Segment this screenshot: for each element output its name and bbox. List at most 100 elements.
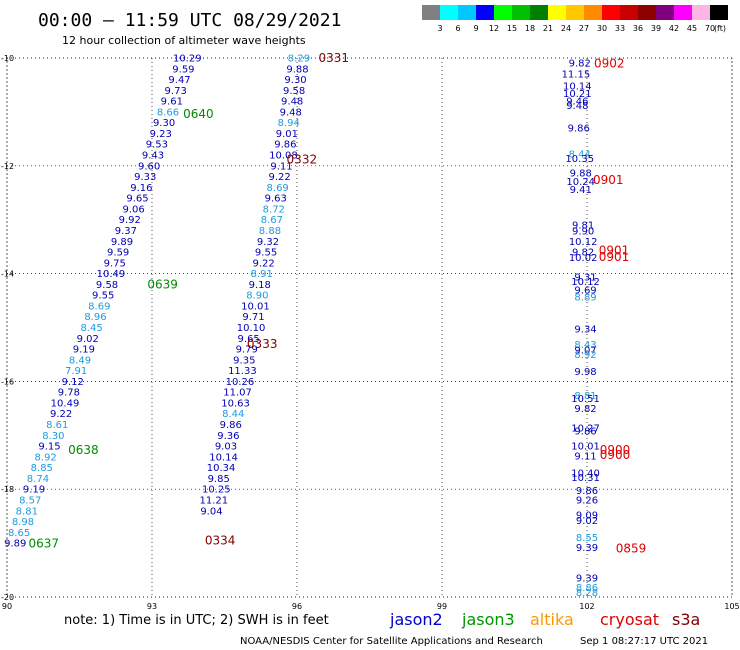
wave-height-label: 10.08: [269, 151, 298, 162]
wave-height-label: 9.09: [576, 511, 598, 522]
wave-height-label: 9.53: [146, 140, 168, 151]
wave-height-label: 9.86: [220, 420, 242, 431]
colorbar: 3 6 9 12 15 18 21 24 27 30 33 36 39 42 45 70(ft): [422, 5, 728, 33]
y-tick-label: -10: [1, 54, 14, 63]
colorbar-swatch: [458, 5, 476, 20]
wave-height-label: 9.31: [574, 272, 596, 283]
wave-height-label: 10.02: [569, 253, 598, 264]
wave-height-label: 9.43: [142, 151, 164, 162]
wave-height-label: 9.11: [574, 451, 596, 462]
wave-height-label: 9.75: [104, 258, 126, 269]
wave-height-label: 8.43: [574, 340, 596, 351]
colorbar-swatch: [638, 5, 656, 20]
colorbar-swatch: [548, 5, 566, 20]
wave-height-label: 9.47: [168, 75, 190, 86]
wave-height-label: 9.88: [570, 168, 592, 179]
wave-height-label: 9.34: [574, 325, 596, 336]
colorbar-tick-label: 18: [525, 24, 535, 33]
wave-height-label: 10.14: [209, 452, 238, 463]
colorbar-tick-label: 6: [455, 24, 460, 33]
colorbar-unit: (ft): [714, 24, 726, 33]
wave-height-label: 8.98: [12, 517, 34, 528]
plot-area: [6, 57, 733, 598]
wave-height-label: 10.01: [241, 301, 270, 312]
wave-height-label: 9.22: [268, 172, 290, 183]
pass-time-label: 0637: [28, 537, 59, 551]
wave-height-label: 10.34: [207, 463, 236, 474]
y-tick-label: -18: [1, 485, 14, 494]
wave-height-label: 9.85: [208, 474, 230, 485]
wave-height-label: 9.23: [150, 129, 172, 140]
note-text: note: 1) Time is in UTC; 2) SWH is in fe…: [64, 613, 329, 628]
chart-title: 00:00 – 11:59 UTC 08/29/2021: [38, 10, 341, 31]
wave-height-label: 9.39: [576, 543, 598, 554]
wave-height-label: 8.30: [42, 431, 64, 442]
pass-time-labels: 0640 0639 0638 0637 0331 0332 0333 0334 0902 0901…: [28, 51, 646, 555]
colorbar-swatch: [476, 5, 494, 20]
colorbar-tick-label: 12: [489, 24, 499, 33]
wave-height-label: 9.01: [276, 129, 298, 140]
pass-time-label: 0638: [68, 443, 99, 457]
wave-height-label: 9.71: [242, 312, 264, 323]
pass-time-label: 0332: [287, 152, 318, 166]
wave-height-label: 9.86: [568, 124, 590, 135]
wave-height-label: 9.04: [200, 506, 222, 517]
wave-height-label: 10.63: [221, 398, 250, 409]
colorbar-swatch: [584, 5, 602, 20]
wave-height-label: 10.35: [565, 154, 594, 165]
y-tick-label: -14: [1, 270, 14, 279]
pass-time-label: 0639: [147, 277, 178, 291]
wave-height-label: 9.82: [569, 58, 591, 69]
wave-height-label: 11.07: [223, 388, 252, 399]
grid-lines: [6, 57, 733, 598]
wave-height-label: 10.51: [571, 394, 600, 405]
wave-height-label: 9.19: [23, 485, 45, 496]
wave-height-values: 10.299.599.479.739.618.669.309.239.539.4…: [4, 54, 600, 600]
wave-height-label: 9.89: [111, 237, 133, 248]
wave-height-label: 10.21: [563, 89, 592, 100]
colorbar-swatch: [674, 5, 692, 20]
colorbar-swatch: [530, 5, 548, 20]
wave-height-label: 9.82: [574, 404, 596, 415]
footer-timestamp: Sep 1 08:27:17 UTC 2021: [580, 636, 708, 647]
wave-height-label: 9.39: [576, 574, 598, 585]
wave-height-label: 8.72: [263, 204, 285, 215]
pass-time-label: 0901: [599, 250, 630, 264]
colorbar-tick-label: 33: [615, 24, 625, 33]
colorbar-tick-label: 39: [651, 24, 661, 33]
wave-height-label: 9.16: [130, 183, 152, 194]
colorbar-tick-label: 30: [597, 24, 607, 33]
wave-height-label: 9.59: [107, 248, 129, 259]
colorbar-tick-label: 9: [473, 24, 478, 33]
pass-time-label: 0640: [183, 107, 214, 121]
colorbar-tick-label: 70: [705, 24, 715, 33]
wave-height-label: 8.55: [576, 533, 598, 544]
wave-height-label: 9.86: [574, 426, 596, 437]
wave-height-label: 9.88: [286, 64, 308, 75]
wave-height-label: 8.29: [288, 54, 310, 65]
pass-time-label: 0902: [594, 56, 625, 70]
pass-time-label: 0859: [616, 541, 647, 555]
legend-item-s3a: s3a: [672, 610, 700, 629]
wave-height-label: 9.58: [96, 280, 118, 291]
colorbar-swatch: [512, 5, 530, 20]
wave-height-label: 9.58: [283, 86, 305, 97]
wave-height-label: 9.89: [4, 539, 26, 550]
wave-height-label: 10.12: [571, 277, 600, 288]
wave-height-label: 8.81: [574, 391, 596, 402]
wave-height-label: 8.49: [69, 355, 91, 366]
wave-height-label: 9.86: [576, 486, 598, 497]
y-tick-label: -20: [1, 593, 14, 602]
wave-height-label: 11.21: [200, 495, 229, 506]
wave-height-label: 9.06: [123, 204, 145, 215]
wave-height-label: 8.86: [576, 583, 598, 594]
wave-height-label: 9.65: [126, 194, 148, 205]
wave-height-label: 9.03: [215, 442, 237, 453]
wave-height-label: 10.27: [571, 423, 600, 434]
wave-height-label: 8.69: [88, 301, 110, 312]
wave-height-label: 11.33: [228, 366, 257, 377]
wave-height-label: 9.30: [284, 75, 306, 86]
y-tick-label: -16: [1, 377, 14, 386]
wave-height-label: 9.22: [50, 409, 72, 420]
